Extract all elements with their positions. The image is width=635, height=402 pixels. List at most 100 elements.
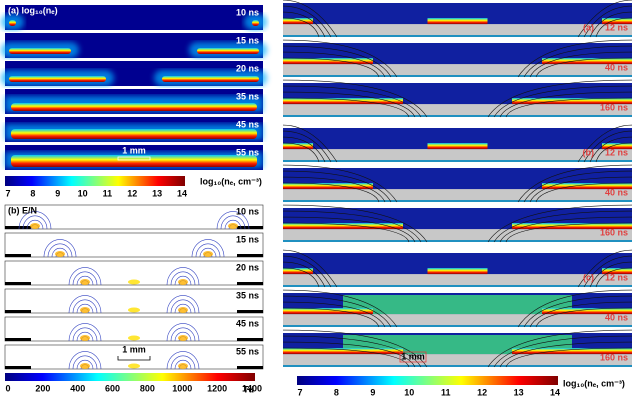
hot-spot <box>30 223 40 229</box>
time-label: 40 ns <box>605 187 628 197</box>
contours <box>282 204 633 243</box>
contour <box>529 301 633 328</box>
group-label: (b) <box>583 147 595 157</box>
contour <box>499 216 633 243</box>
colorbar-tick: 12 <box>477 387 487 397</box>
contour <box>517 164 633 203</box>
electrode <box>237 310 263 313</box>
contour <box>191 239 225 258</box>
colorbar-tick: 14 <box>550 387 560 397</box>
core <box>9 20 16 26</box>
center-glow <box>343 295 572 315</box>
contour <box>487 329 633 368</box>
contour <box>170 355 196 370</box>
contour <box>68 267 102 286</box>
plasma-band <box>283 18 313 25</box>
contour <box>18 211 52 230</box>
center-plasma <box>427 18 488 25</box>
contour <box>535 57 633 78</box>
electrode <box>5 254 31 257</box>
contour <box>282 289 398 328</box>
time-label: 40 ns <box>605 62 628 72</box>
plasma <box>1 14 267 30</box>
contour <box>282 39 398 78</box>
contour <box>529 176 633 203</box>
scale-bar <box>399 351 427 363</box>
plasma <box>1 42 267 58</box>
contour <box>523 45 633 78</box>
bottom-electrode <box>283 75 632 77</box>
contour <box>174 275 192 286</box>
time-label: 160 ns <box>600 227 628 237</box>
contour <box>282 307 380 328</box>
plasma-band <box>542 308 632 315</box>
colorbar-label: log₁₀(nₑ, cm⁻³) <box>563 378 625 388</box>
contour <box>535 182 633 203</box>
scale-label: 1 mm <box>122 145 146 155</box>
dielectric <box>283 64 632 77</box>
core <box>11 155 257 167</box>
contour <box>505 347 633 368</box>
contour <box>589 11 633 38</box>
plasma-band <box>602 18 632 25</box>
contour <box>282 222 410 243</box>
colorbar-tick: 7 <box>297 387 302 397</box>
colorbar-tick: 13 <box>152 188 162 198</box>
contour <box>499 341 633 368</box>
contour <box>493 85 633 118</box>
colorbar-tick: 11 <box>103 188 113 198</box>
contour <box>282 97 410 118</box>
contour <box>282 45 392 78</box>
hot-spot <box>228 223 238 229</box>
contour <box>72 271 98 286</box>
scale-bar <box>117 356 151 361</box>
contour <box>26 219 44 230</box>
hot-spot <box>178 335 188 341</box>
contour <box>282 295 392 328</box>
bottom-electrode <box>283 285 632 287</box>
electrode <box>5 226 31 229</box>
hot-spot <box>80 363 90 369</box>
contour <box>170 327 196 342</box>
contour <box>72 355 98 370</box>
contour <box>282 164 398 203</box>
scale-label: 1 mm <box>122 344 146 354</box>
plasma-band <box>602 268 632 275</box>
time-label: 55 ns <box>236 147 259 157</box>
contour <box>282 347 410 368</box>
contour <box>174 359 192 370</box>
contour <box>282 142 320 163</box>
contour <box>72 299 98 314</box>
contour <box>22 215 48 230</box>
plasma <box>1 70 267 86</box>
contour <box>282 170 392 203</box>
contour <box>216 211 250 230</box>
electrode <box>237 282 263 285</box>
colorbar-tick: 1200 <box>207 383 227 393</box>
core <box>162 76 259 82</box>
contour <box>282 267 320 288</box>
colorbar-tick: 1400 <box>242 383 262 393</box>
contour <box>174 331 192 342</box>
plasma-band <box>283 98 403 105</box>
plasma-band <box>283 223 403 230</box>
colorbar-tick: 8 <box>334 387 339 397</box>
plasma <box>5 124 263 140</box>
electrode <box>237 366 263 369</box>
colorbar-tick: 9 <box>370 387 375 397</box>
field-strip <box>4 232 264 258</box>
contour <box>282 57 380 78</box>
plasma-band <box>542 183 632 190</box>
contour <box>282 216 416 243</box>
hot-spot <box>55 251 65 257</box>
electrode <box>237 254 263 257</box>
plasma-band <box>283 143 313 150</box>
field-strip <box>4 204 264 230</box>
hot-spot <box>178 307 188 313</box>
electrode <box>5 310 31 313</box>
contour <box>76 331 94 342</box>
contour <box>224 219 242 230</box>
contour <box>282 261 326 288</box>
plasma-band <box>283 268 313 275</box>
